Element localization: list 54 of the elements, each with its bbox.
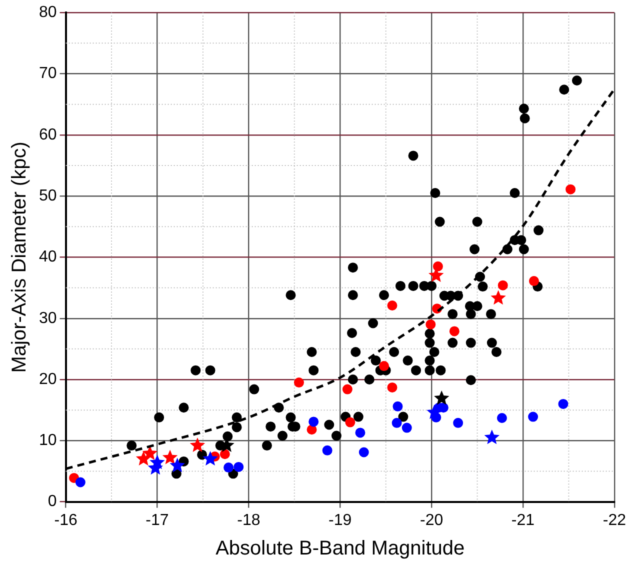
x-tick-label: -20: [420, 512, 444, 529]
point: [387, 300, 398, 311]
x-tick-label: -16: [54, 512, 78, 529]
point: [224, 462, 234, 473]
point: [566, 184, 576, 194]
x-tick-label: -18: [237, 512, 260, 529]
point: [308, 416, 319, 427]
y-tick-label: 30: [39, 310, 57, 327]
point: [202, 450, 218, 466]
point: [496, 413, 507, 424]
y-tick-label: 80: [39, 4, 57, 22]
point: [355, 428, 366, 438]
x-tick-label: -22: [602, 512, 626, 529]
point: [387, 382, 398, 392]
y-axis-title: Major-Axis Diameter (kpc): [8, 142, 31, 373]
point: [484, 430, 500, 444]
point: [190, 438, 206, 452]
point: [379, 361, 390, 372]
point: [402, 422, 412, 433]
point: [426, 319, 436, 330]
x-tick-label: -19: [328, 512, 352, 529]
point: [142, 445, 158, 460]
point: [234, 462, 244, 472]
y-tick-label: 20: [39, 370, 57, 388]
point: [392, 401, 403, 412]
y-tick-label: 50: [39, 187, 57, 204]
point: [306, 424, 317, 435]
point: [170, 458, 185, 472]
point: [498, 280, 508, 290]
point: [322, 445, 332, 456]
point: [490, 290, 506, 305]
point: [358, 447, 369, 458]
x-axis-title: Absolute B-Band Magnitude: [216, 538, 465, 560]
x-tick-label: -21: [511, 512, 535, 529]
point: [392, 418, 402, 428]
y-tick-label: 60: [39, 126, 57, 144]
point: [294, 378, 304, 388]
y-tick-label: 0: [48, 493, 57, 510]
x-tick-label: -17: [146, 512, 169, 529]
point: [449, 326, 460, 336]
point: [528, 412, 538, 422]
point: [75, 477, 86, 488]
point: [453, 418, 464, 428]
point: [162, 450, 178, 464]
point: [434, 390, 450, 405]
point: [528, 276, 539, 286]
point: [342, 384, 352, 394]
y-tick-label: 10: [39, 432, 57, 450]
y-tick-label: 40: [39, 248, 57, 266]
point: [558, 398, 568, 409]
point: [432, 261, 443, 272]
y-tick-label: 70: [39, 65, 57, 82]
point: [345, 417, 356, 428]
point: [220, 449, 230, 460]
